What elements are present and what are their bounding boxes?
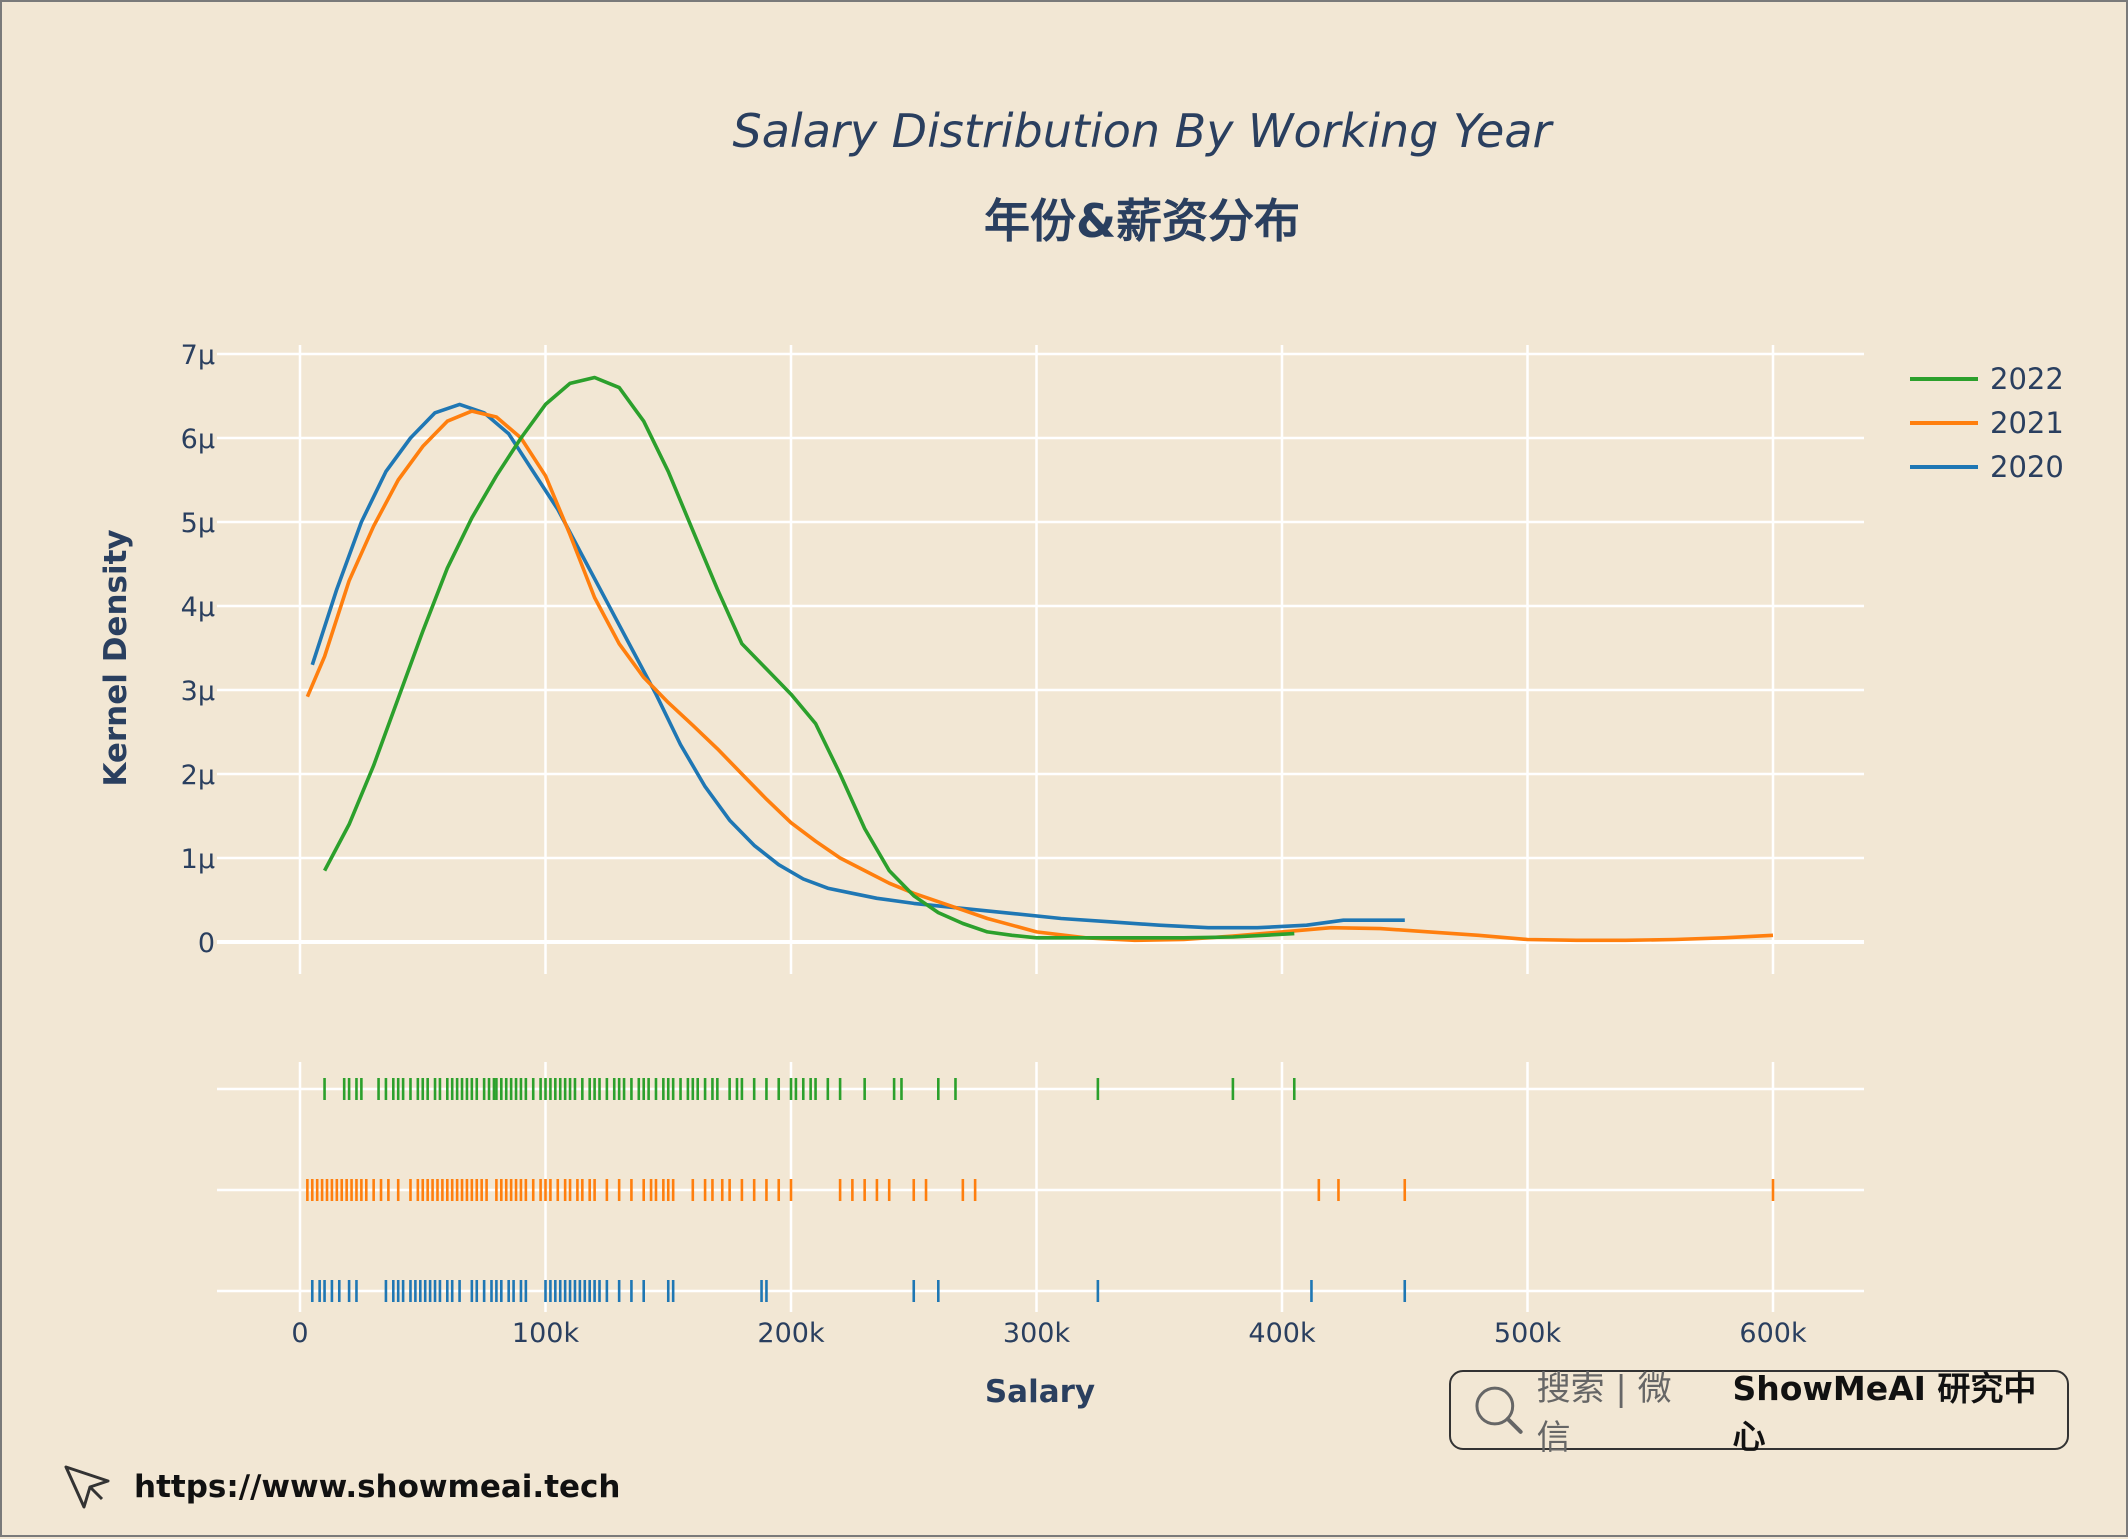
y-tick-label: 7μ: [181, 340, 215, 371]
x-tick-label: 600k: [1739, 1318, 1807, 1349]
y-tick-label: 6μ: [181, 424, 215, 455]
y-axis-title: Kernel Density: [98, 529, 134, 786]
x-tick-label: 500k: [1494, 1318, 1562, 1349]
legend-item-2021[interactable]: 2021: [1910, 406, 2064, 440]
density-line-2022[interactable]: [323, 375, 1295, 940]
search-box[interactable]: 搜索 | 微信 ShowMeAI 研究中心: [1449, 1369, 2069, 1458]
y-tick-label: 2μ: [181, 760, 215, 791]
y-tick-label: 3μ: [181, 676, 215, 707]
legend[interactable]: 2022 2021 2020: [1910, 362, 2064, 484]
axis-ticks: 0 1μ 2μ 3μ 4μ 5μ 6μ 7μ 0 100k 200k 300k 400k 500k 600k: [181, 340, 1807, 1349]
chart-subtitle: 年份&薪资分布: [984, 194, 1300, 248]
chart-title: Salary Distribution By Working Year: [733, 104, 1555, 158]
legend-item-2020[interactable]: 2020: [1910, 450, 2064, 484]
x-tick-label: 400k: [1248, 1318, 1316, 1349]
rug-series-2021: [306, 1179, 1775, 1201]
footer-link[interactable]: https://www.showmeai.tech: [62, 1462, 621, 1512]
rug-series-2022: [323, 1078, 1296, 1100]
search-label: 搜索 | 微信: [1536, 1369, 1672, 1458]
rug-plot: [306, 1078, 1775, 1302]
x-tick-label: 200k: [757, 1318, 825, 1349]
x-tick-label: 0: [291, 1318, 308, 1349]
y-tick-label: 0: [198, 928, 215, 959]
y-tick-label: 4μ: [181, 592, 215, 623]
cursor-icon: [64, 1465, 110, 1509]
legend-item-2022[interactable]: 2022: [1910, 362, 2064, 396]
x-tick-label: 300k: [1003, 1318, 1071, 1349]
y-tick-label: 1μ: [181, 844, 215, 875]
density-line-2020[interactable]: [310, 402, 1405, 930]
brand-name: ShowMeAI 研究中心: [1732, 1369, 2037, 1456]
legend-label: 2020: [1990, 450, 2064, 484]
legend-label: 2021: [1990, 406, 2064, 440]
search-icon: [1475, 1386, 1523, 1434]
legend-label: 2022: [1990, 362, 2064, 396]
y-tick-label: 5μ: [181, 508, 215, 539]
footer-url-text: https://www.showmeai.tech: [134, 1469, 621, 1505]
x-tick-label: 100k: [512, 1318, 580, 1349]
density-line-2021[interactable]: [305, 409, 1774, 943]
x-axis-title: Salary: [985, 1374, 1095, 1410]
gridlines: [217, 345, 1864, 1312]
density-plot: [305, 375, 1774, 943]
rug-series-2020: [310, 1280, 1407, 1302]
